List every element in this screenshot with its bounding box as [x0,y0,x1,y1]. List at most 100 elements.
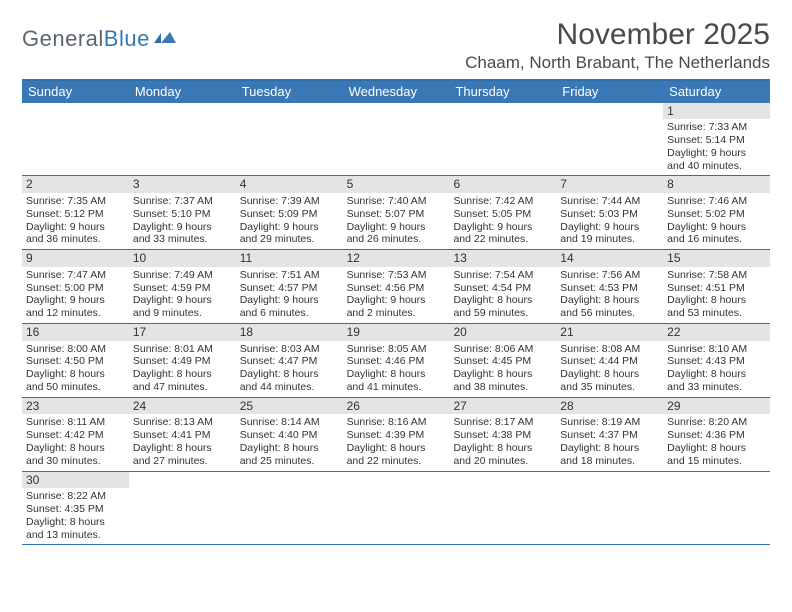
daylight-text: Daylight: 9 hours and 36 minutes. [26,221,125,247]
weekday-header-row: SundayMondayTuesdayWednesdayThursdayFrid… [22,81,770,103]
day-number: 27 [449,398,556,415]
day-number: 19 [343,324,450,341]
sunset-text: Sunset: 4:57 PM [240,282,339,295]
weeks-container: 1Sunrise: 7:33 AMSunset: 5:14 PMDaylight… [22,103,770,546]
day-number: 12 [343,250,450,267]
day-number: 1 [663,103,770,120]
sunset-text: Sunset: 4:47 PM [240,355,339,368]
day-cell: 12Sunrise: 7:53 AMSunset: 4:56 PMDayligh… [343,250,450,323]
sunrise-text: Sunrise: 7:40 AM [347,195,446,208]
day-number: 8 [663,176,770,193]
sunrise-text: Sunrise: 7:56 AM [560,269,659,282]
daylight-text: Daylight: 9 hours and 33 minutes. [133,221,232,247]
daylight-text: Daylight: 8 hours and 47 minutes. [133,368,232,394]
day-cell [343,103,450,176]
weekday-header: Friday [556,81,663,103]
day-number: 30 [22,472,129,489]
sunrise-text: Sunrise: 7:37 AM [133,195,232,208]
week-row: 2Sunrise: 7:35 AMSunset: 5:12 PMDaylight… [22,176,770,250]
day-cell [236,103,343,176]
sunset-text: Sunset: 5:00 PM [26,282,125,295]
day-cell: 2Sunrise: 7:35 AMSunset: 5:12 PMDaylight… [22,176,129,249]
sunrise-text: Sunrise: 8:06 AM [453,343,552,356]
daylight-text: Daylight: 8 hours and 38 minutes. [453,368,552,394]
sunset-text: Sunset: 5:12 PM [26,208,125,221]
day-number: 23 [22,398,129,415]
daylight-text: Daylight: 8 hours and 44 minutes. [240,368,339,394]
day-number: 9 [22,250,129,267]
day-number: 10 [129,250,236,267]
sunset-text: Sunset: 4:41 PM [133,429,232,442]
weekday-header: Saturday [663,81,770,103]
sunset-text: Sunset: 5:03 PM [560,208,659,221]
daylight-text: Daylight: 9 hours and 19 minutes. [560,221,659,247]
daylight-text: Daylight: 8 hours and 15 minutes. [667,442,766,468]
day-cell [449,472,556,545]
day-cell: 8 Sunrise: 7:46 AMSunset: 5:02 PMDaylight… [663,176,770,249]
daylight-text: Daylight: 8 hours and 35 minutes. [560,368,659,394]
location-subtitle: Chaam, North Brabant, The Netherlands [465,53,770,73]
sunrise-text: Sunrise: 8:08 AM [560,343,659,356]
month-title: November 2025 [465,18,770,53]
day-number: 25 [236,398,343,415]
sunrise-text: Sunrise: 8:19 AM [560,416,659,429]
sunrise-text: Sunrise: 8:14 AM [240,416,339,429]
daylight-text: Daylight: 8 hours and 18 minutes. [560,442,659,468]
day-cell [129,472,236,545]
daylight-text: Daylight: 9 hours and 16 minutes. [667,221,766,247]
day-cell: 18 Sunrise: 8:03 AMSunset: 4:47 PMDayligh… [236,324,343,397]
day-cell [236,472,343,545]
calendar-grid: SundayMondayTuesdayWednesdayThursdayFrid… [22,79,770,546]
day-cell: 22Sunrise: 8:10 AMSunset: 4:43 PMDayligh… [663,324,770,397]
daylight-text: Daylight: 9 hours and 26 minutes. [347,221,446,247]
sunrise-text: Sunrise: 7:44 AM [560,195,659,208]
weekday-header: Thursday [449,81,556,103]
day-cell: 24Sunrise: 8:13 AMSunset: 4:41 PMDayligh… [129,398,236,471]
logo-text-1: General [22,26,104,52]
sunrise-text: Sunrise: 8:17 AM [453,416,552,429]
day-cell: 13Sunrise: 7:54 AMSunset: 4:54 PMDayligh… [449,250,556,323]
day-number: 18 [236,324,343,341]
sunset-text: Sunset: 5:14 PM [667,134,766,147]
daylight-text: Daylight: 9 hours and 6 minutes. [240,294,339,320]
daylight-text: Daylight: 8 hours and 56 minutes. [560,294,659,320]
day-cell [556,472,663,545]
sunrise-text: Sunrise: 7:49 AM [133,269,232,282]
day-cell [129,103,236,176]
sunrise-text: Sunrise: 7:42 AM [453,195,552,208]
sunrise-text: Sunrise: 8:13 AM [133,416,232,429]
sunrise-text: Sunrise: 7:51 AM [240,269,339,282]
day-cell: 16Sunrise: 8:00 AMSunset: 4:50 PMDayligh… [22,324,129,397]
day-number: 17 [129,324,236,341]
daylight-text: Daylight: 9 hours and 29 minutes. [240,221,339,247]
day-cell: 3Sunrise: 7:37 AMSunset: 5:10 PMDaylight… [129,176,236,249]
week-row: 9Sunrise: 7:47 AMSunset: 5:00 PMDaylight… [22,250,770,324]
sunset-text: Sunset: 4:42 PM [26,429,125,442]
day-cell: 5Sunrise: 7:40 AMSunset: 5:07 PMDaylight… [343,176,450,249]
sunrise-text: Sunrise: 7:58 AM [667,269,766,282]
sunrise-text: Sunrise: 7:46 AM [667,195,766,208]
day-cell: 29Sunrise: 8:20 AMSunset: 4:36 PMDayligh… [663,398,770,471]
daylight-text: Daylight: 8 hours and 53 minutes. [667,294,766,320]
sunset-text: Sunset: 4:45 PM [453,355,552,368]
day-number: 28 [556,398,663,415]
sunrise-text: Sunrise: 8:10 AM [667,343,766,356]
sunrise-text: Sunrise: 8:01 AM [133,343,232,356]
day-cell: 11Sunrise: 7:51 AMSunset: 4:57 PMDayligh… [236,250,343,323]
day-number: 15 [663,250,770,267]
sunset-text: Sunset: 4:49 PM [133,355,232,368]
sunrise-text: Sunrise: 7:54 AM [453,269,552,282]
sunset-text: Sunset: 4:44 PM [560,355,659,368]
sunset-text: Sunset: 4:39 PM [347,429,446,442]
day-cell: 19Sunrise: 8:05 AMSunset: 4:46 PMDayligh… [343,324,450,397]
day-number: 26 [343,398,450,415]
sunrise-text: Sunrise: 8:03 AM [240,343,339,356]
sunset-text: Sunset: 4:43 PM [667,355,766,368]
weekday-header: Wednesday [343,81,450,103]
day-cell: 27Sunrise: 8:17 AMSunset: 4:38 PMDayligh… [449,398,556,471]
day-cell: 26Sunrise: 8:16 AMSunset: 4:39 PMDayligh… [343,398,450,471]
sunset-text: Sunset: 5:02 PM [667,208,766,221]
sunset-text: Sunset: 4:59 PM [133,282,232,295]
day-cell: 21Sunrise: 8:08 AMSunset: 4:44 PMDayligh… [556,324,663,397]
sunset-text: Sunset: 4:53 PM [560,282,659,295]
